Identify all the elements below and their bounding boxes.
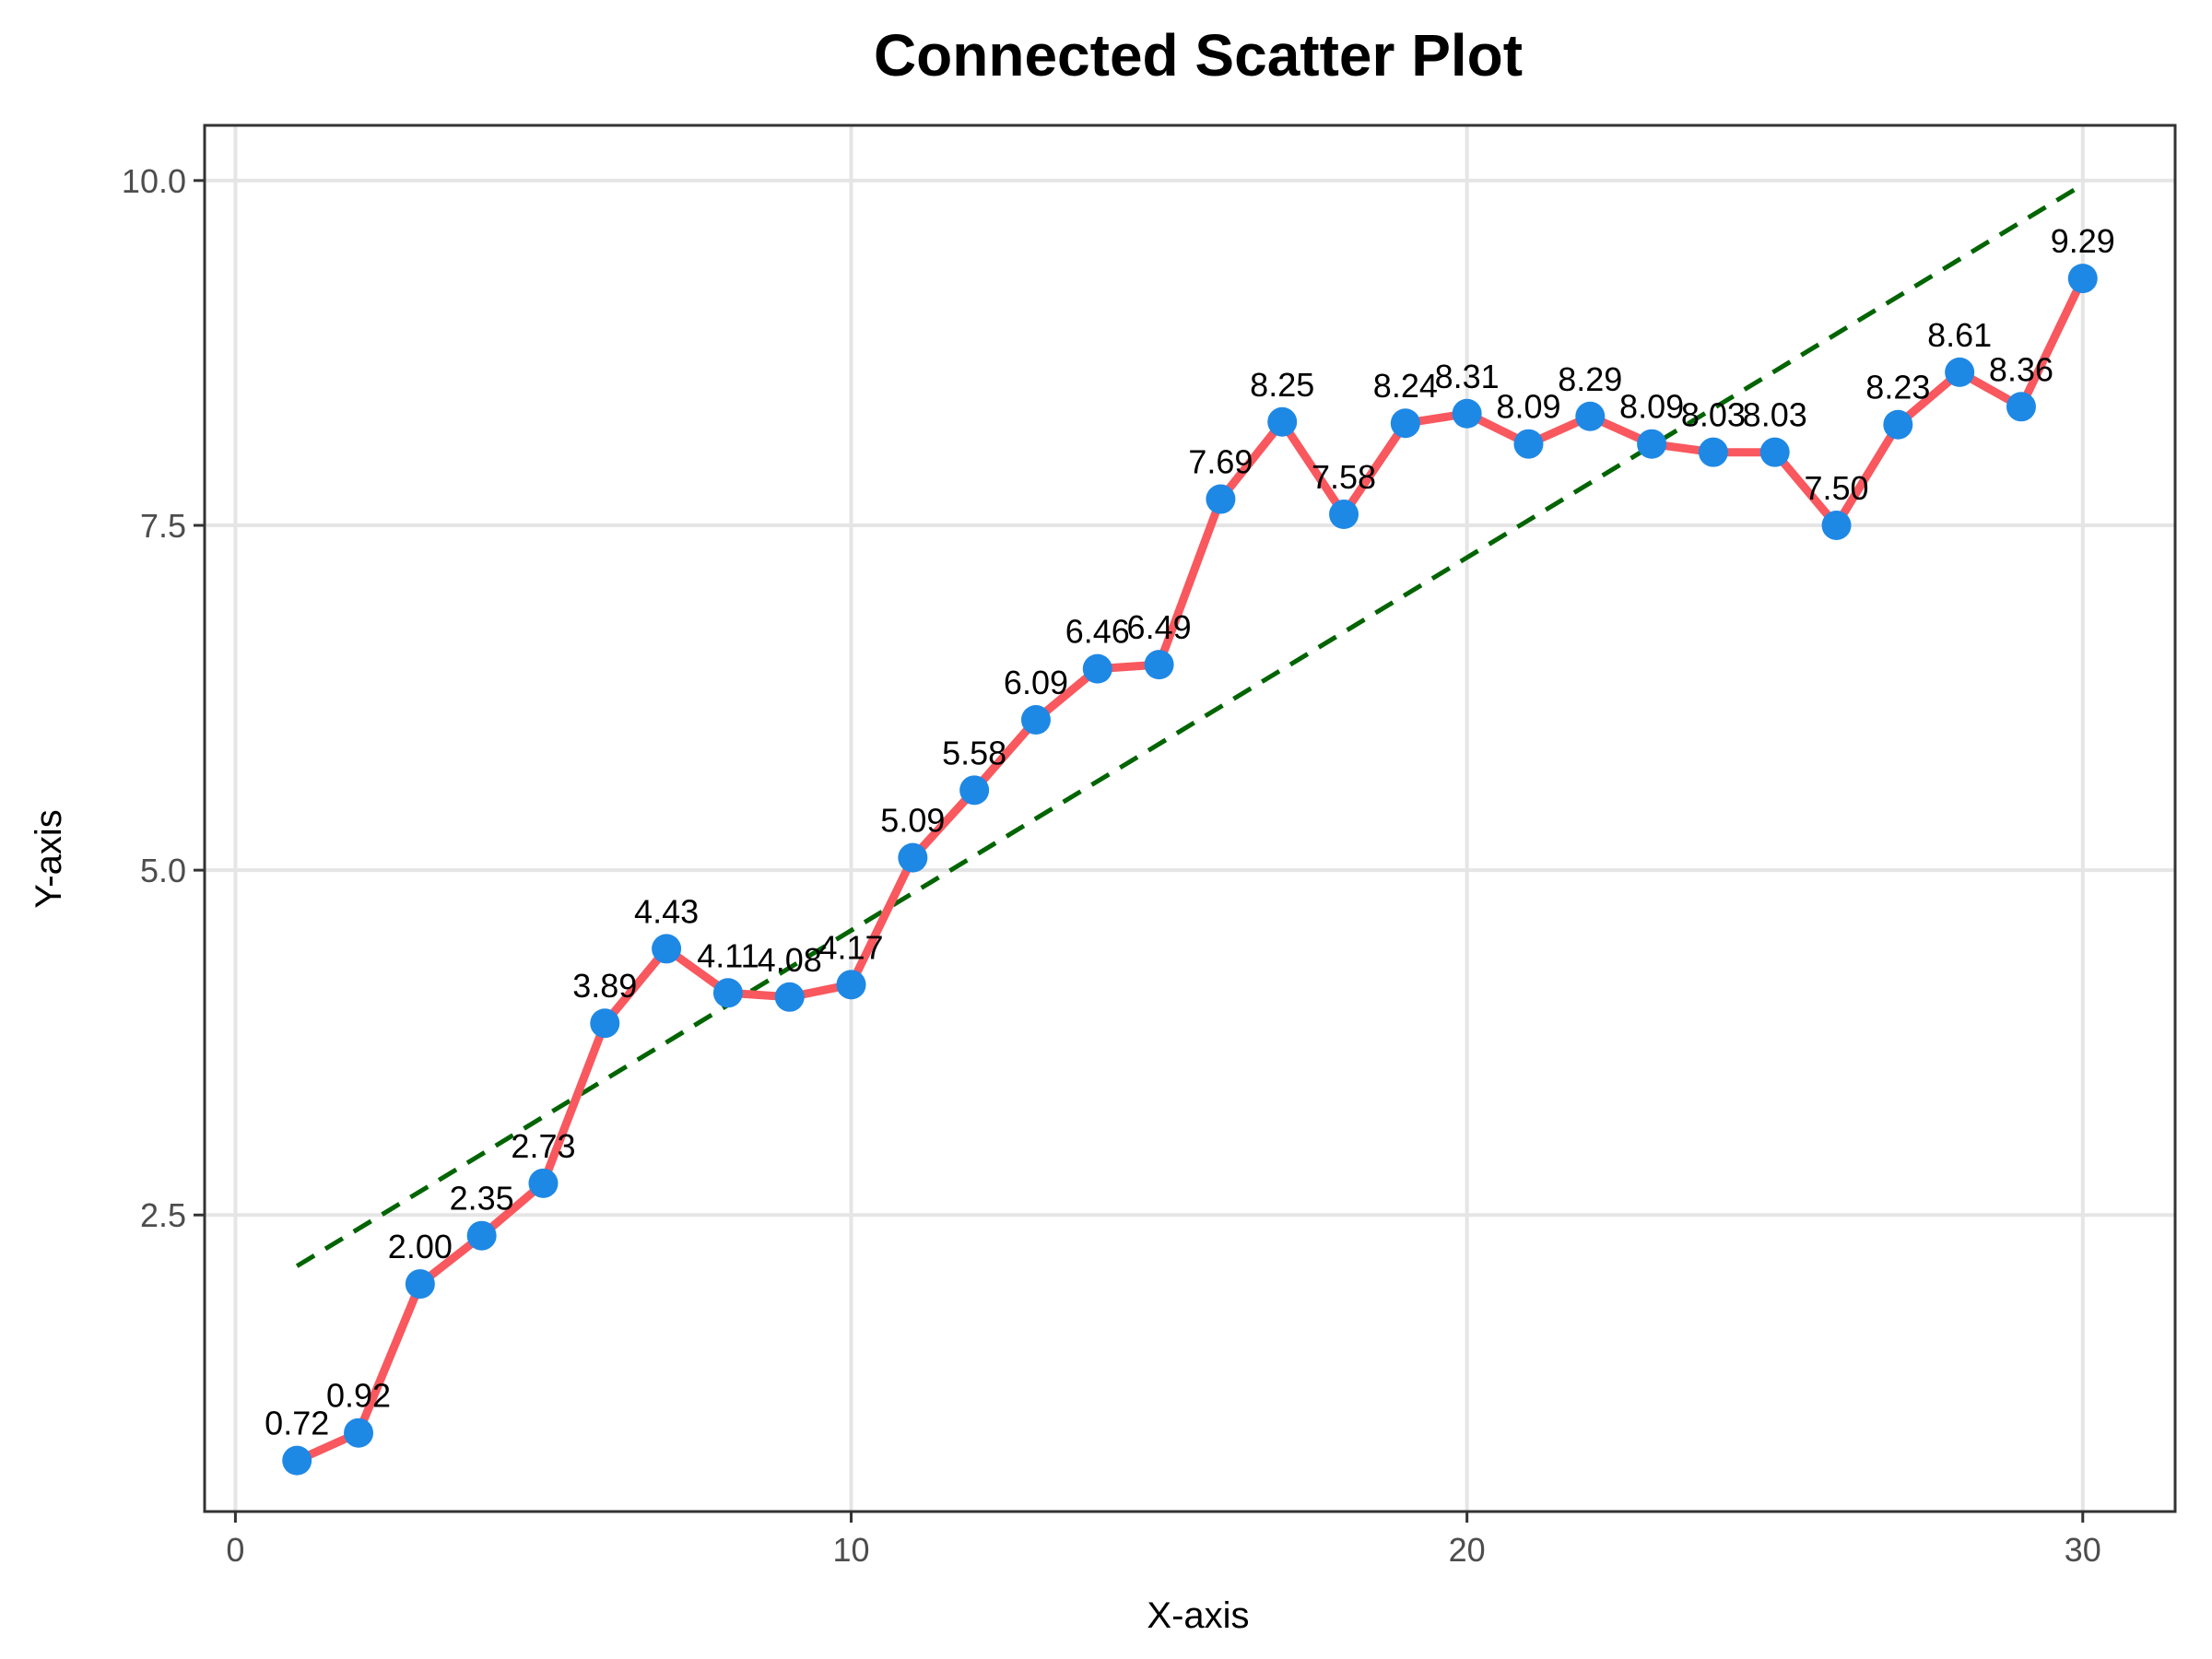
data-label: 5.09 <box>880 802 945 840</box>
data-label: 8.31 <box>1435 358 1500 395</box>
data-point <box>1390 408 1420 439</box>
data-label: 8.09 <box>1619 388 1684 426</box>
series-line <box>292 274 2088 1465</box>
data-point <box>1020 704 1051 735</box>
data-label: 2.73 <box>511 1127 575 1165</box>
data-label: 4.11 <box>697 936 759 974</box>
x-tick-label: 30 <box>2065 1531 2101 1569</box>
data-label: 8.24 <box>1373 367 1438 405</box>
chart-title: Connected Scatter Plot <box>874 22 1523 88</box>
data-label: 7.58 <box>1312 458 1376 496</box>
data-point <box>2067 264 2098 294</box>
data-point <box>466 1220 497 1251</box>
y-tick-label: 10.0 <box>122 162 186 200</box>
data-point <box>774 982 805 1012</box>
data-label: 3.89 <box>572 967 637 1005</box>
data-point <box>1883 409 1913 440</box>
data-label: 0.72 <box>265 1405 329 1442</box>
x-ticks: 0 10 20 30 <box>226 1512 2101 1569</box>
data-point <box>652 934 682 964</box>
x-tick-label: 20 <box>1449 1531 1486 1569</box>
x-tick-label: 10 <box>833 1531 870 1569</box>
data-label: 8.25 <box>1250 366 1314 404</box>
data-label: 6.09 <box>1004 664 1068 701</box>
data-point <box>959 775 990 806</box>
points-group <box>282 264 2098 1476</box>
data-point <box>1637 429 1667 459</box>
data-label: 4.17 <box>818 928 883 966</box>
x-tick-label: 0 <box>226 1531 244 1569</box>
data-label: 6.49 <box>1127 608 1192 646</box>
data-label: 8.36 <box>1989 350 2053 388</box>
data-label: 8.03 <box>1681 396 1746 434</box>
data-label: 4.08 <box>758 941 822 979</box>
data-point <box>1144 650 1174 680</box>
data-label: 9.29 <box>2051 222 2115 260</box>
data-point <box>1759 437 1790 467</box>
data-label: 0.92 <box>326 1377 391 1415</box>
data-point <box>2006 392 2036 422</box>
data-point <box>1329 500 1359 530</box>
y-axis-label: Y-axis <box>29 809 69 908</box>
data-point <box>898 842 928 873</box>
data-label: 8.23 <box>1865 369 1930 406</box>
data-label: 6.46 <box>1065 613 1130 651</box>
data-point <box>1698 437 1728 467</box>
data-label: 8.09 <box>1496 388 1560 426</box>
data-point <box>282 1445 312 1476</box>
y-tick-label: 5.0 <box>140 852 186 889</box>
y-tick-label: 2.5 <box>140 1196 186 1234</box>
data-point <box>405 1269 435 1300</box>
data-point <box>712 978 743 1008</box>
data-point <box>344 1418 374 1448</box>
data-label: 8.61 <box>1927 316 1992 354</box>
data-point <box>1267 406 1298 437</box>
data-point <box>1821 510 1852 540</box>
y-ticks: 2.5 5.0 7.5 10.0 <box>122 162 205 1234</box>
data-point <box>1452 398 1482 429</box>
data-point <box>1575 401 1606 431</box>
data-label: 4.43 <box>634 892 699 930</box>
x-axis-label: X-axis <box>1147 1595 1249 1636</box>
data-point <box>836 970 866 1000</box>
panel-border <box>203 124 2177 1513</box>
data-label: 2.00 <box>388 1228 453 1265</box>
data-label: 8.29 <box>1558 360 1622 398</box>
data-point <box>590 1008 620 1039</box>
data-labels-group: 0.720.92 2.00 2.35 2.73 3.89 4.43 4.114.084.17… <box>265 222 2115 1442</box>
data-label: 7.69 <box>1188 443 1253 481</box>
data-label: 5.58 <box>942 734 1006 771</box>
series-group <box>292 274 2088 1465</box>
y-tick-label: 7.5 <box>140 507 186 545</box>
data-label: 2.35 <box>450 1180 514 1218</box>
data-point <box>1206 484 1236 514</box>
data-point <box>528 1168 559 1198</box>
data-label: 8.03 <box>1743 396 1807 434</box>
data-point <box>1082 653 1112 684</box>
data-point <box>1945 357 1975 387</box>
trend-line <box>295 182 2085 1268</box>
trend-line-group <box>295 182 2085 1268</box>
data-point <box>1513 429 1544 459</box>
data-label: 7.50 <box>1804 469 1868 507</box>
